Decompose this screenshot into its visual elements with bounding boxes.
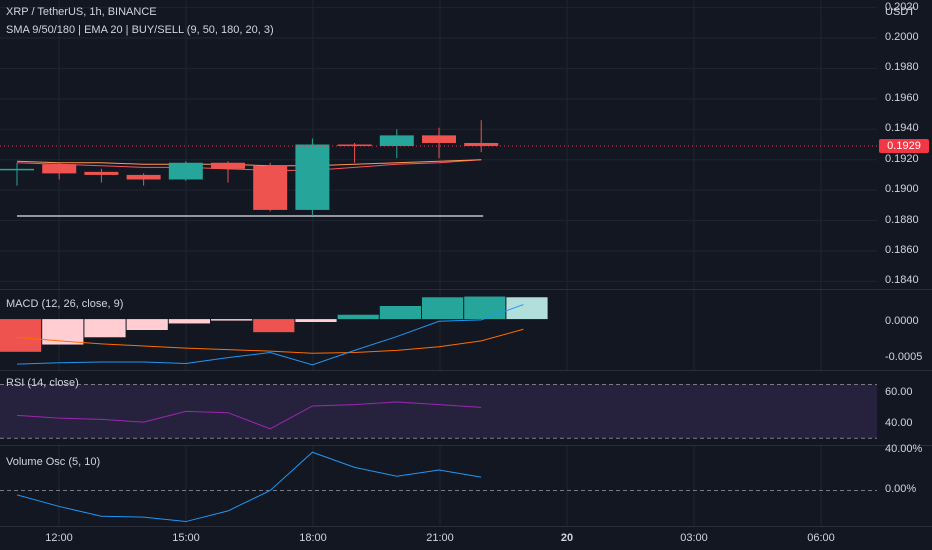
- macd-histogram-bar: [506, 297, 548, 320]
- macd-histogram-bar: [422, 297, 464, 320]
- price-tick: 0.2000: [885, 31, 919, 44]
- candle-body: [422, 135, 456, 143]
- macd-histogram-bar: [211, 319, 253, 321]
- indicators-legend[interactable]: SMA 9/50/180 | EMA 20 | BUY/SELL (9, 50,…: [6, 24, 274, 36]
- candle-body: [126, 174, 161, 180]
- rsi-legend[interactable]: RSI (14, close): [6, 377, 79, 389]
- symbol-legend[interactable]: XRP / TetherUS, 1h, BINANCE: [6, 6, 157, 18]
- macd-tick-neg: -0.0005: [885, 351, 923, 363]
- price-pane[interactable]: XRP / TetherUS, 1h, BINANCE SMA 9/50/180…: [0, 0, 877, 289]
- time-axis-label: 03:00: [680, 532, 708, 544]
- price-tick: 0.1960: [885, 91, 919, 104]
- price-tick: 0.1940: [885, 122, 919, 135]
- volume-osc-legend[interactable]: Volume Osc (5, 10): [6, 456, 101, 468]
- rsi-axis[interactable]: 60.00 40.00: [877, 371, 932, 445]
- price-tick: 0.1840: [885, 274, 919, 287]
- pane-separator[interactable]: [0, 370, 932, 371]
- time-axis-label: 18:00: [299, 532, 327, 544]
- rsi-tick-60: 60.00: [885, 386, 913, 398]
- volume-osc-axis[interactable]: 40.00% 0.00%: [877, 443, 932, 526]
- price-axis[interactable]: USDT 0.2020 0.2000 0.1980 0.1960 0.1940 0.192…: [877, 0, 932, 289]
- macd-histogram-bar: [464, 296, 506, 320]
- macd-histogram-bar: [126, 319, 168, 330]
- time-axis-label: 20: [560, 532, 574, 544]
- price-tick: 0.1880: [885, 213, 919, 226]
- macd-axis[interactable]: 0.0000 -0.0005: [877, 290, 932, 370]
- time-axis-label: 21:00: [426, 532, 454, 544]
- price-tick: 0.1920: [885, 152, 919, 165]
- time-axis-label: 15:00: [172, 532, 200, 544]
- time-axis-label: 06:00: [807, 532, 835, 544]
- rsi-chart-svg[interactable]: [0, 371, 877, 445]
- candle-body: [295, 144, 330, 210]
- pane-separator[interactable]: [0, 445, 932, 446]
- macd-pane[interactable]: MACD (12, 26, close, 9): [0, 290, 877, 370]
- macd-tick-zero: 0.0000: [885, 315, 919, 327]
- ema-line: [16, 159, 482, 167]
- candle-body: [0, 168, 34, 171]
- macd-histogram-bar: [295, 319, 337, 322]
- rsi-pane[interactable]: RSI (14, close): [0, 371, 877, 445]
- price-tick: 0.1900: [885, 183, 919, 196]
- rsi-tick-40: 40.00: [885, 417, 913, 429]
- candle-body: [337, 144, 372, 147]
- volume-osc-chart-svg[interactable]: [0, 446, 877, 526]
- vol-tick-0: 0.00%: [885, 483, 917, 495]
- macd-chart-svg[interactable]: [0, 290, 877, 370]
- price-tick: 0.1860: [885, 243, 919, 256]
- rsi-line: [16, 401, 482, 430]
- time-axis-label: 12:00: [45, 532, 73, 544]
- candle-body: [253, 165, 288, 210]
- macd-histogram-bar: [0, 319, 42, 352]
- price-tick: 0.1980: [885, 61, 919, 74]
- candle-body: [211, 162, 245, 169]
- macd-histogram-bar: [168, 319, 210, 324]
- macd-legend[interactable]: MACD (12, 26, close, 9): [6, 298, 124, 310]
- macd-signal-line: [16, 328, 524, 354]
- vol-tick-40: 40.00%: [885, 443, 923, 455]
- price-chart-svg[interactable]: [0, 0, 877, 289]
- pane-separator[interactable]: [0, 289, 932, 290]
- candle-body: [379, 135, 414, 147]
- currency-label: USDT: [885, 6, 915, 18]
- candle-body: [464, 142, 499, 147]
- volume-osc-pane[interactable]: Volume Osc (5, 10): [0, 446, 877, 526]
- time-axis[interactable]: 12:00 15:00 18:00 21:00 20 03:00 06:00: [0, 527, 932, 550]
- candle-body: [84, 171, 119, 175]
- sma-line: [16, 159, 482, 171]
- volume-osc-line: [16, 451, 482, 523]
- price-tick: 0.2020: [885, 0, 919, 13]
- macd-histogram-bar: [253, 319, 295, 333]
- last-price-tag: 0.1929: [879, 139, 929, 154]
- candle-body: [42, 164, 77, 174]
- candle-body: [168, 162, 203, 180]
- macd-histogram-bar: [379, 306, 421, 320]
- macd-histogram-bar: [84, 319, 126, 338]
- macd-line: [16, 304, 524, 366]
- rsi-band: [0, 384, 877, 439]
- macd-histogram-bar: [337, 314, 379, 320]
- pane-separator: [0, 526, 932, 527]
